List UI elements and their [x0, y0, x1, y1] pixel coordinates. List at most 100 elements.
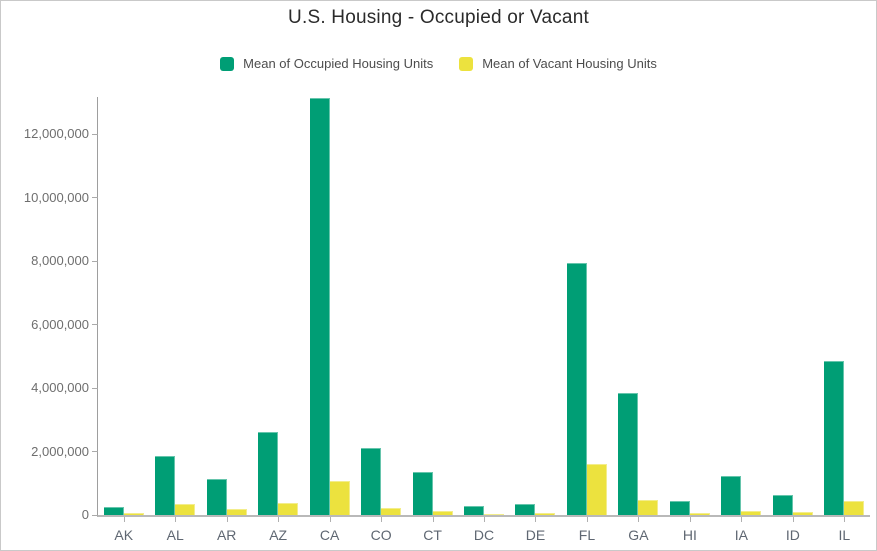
x-axis-label-FL: FL — [578, 527, 596, 543]
bar-occupied-CT[interactable] — [412, 472, 433, 515]
x-axis-label-ID: ID — [785, 527, 800, 543]
plot-area: AK AL AR AZ CA CO CT DC DE FL GA HI IA ID IL 0 2,000,00… — [24, 97, 870, 543]
bar-occupied-AK[interactable] — [103, 507, 124, 515]
y-axis-tick-mark — [92, 387, 98, 389]
y-axis-tick-label: 0 — [81, 507, 89, 522]
bar-vacant-GA[interactable] — [638, 500, 659, 515]
legend-item-occupied[interactable]: Mean of Occupied Housing Units — [220, 56, 433, 71]
bar-vacant-CO[interactable] — [381, 508, 402, 515]
category-group-FL: FL — [561, 97, 612, 543]
category-group-HI: HI — [664, 97, 715, 543]
x-axis-tick-mark — [329, 517, 331, 522]
x-axis-label-IA: IA — [734, 527, 748, 543]
bar-occupied-CA[interactable] — [309, 98, 330, 515]
chart-legend: Mean of Occupied Housing Units Mean of V… — [1, 56, 876, 71]
bar-vacant-CA[interactable] — [329, 481, 350, 515]
x-axis-label-DE: DE — [525, 527, 546, 543]
bar-occupied-ID[interactable] — [772, 495, 793, 515]
x-axis-label-IL: IL — [838, 527, 851, 543]
x-axis-label-AK: AK — [114, 527, 134, 543]
x-axis-tick-mark — [792, 517, 794, 522]
x-axis-tick-mark — [278, 517, 280, 522]
y-axis-tick-mark — [92, 133, 98, 135]
x-axis-tick-mark — [741, 517, 743, 522]
y-axis-tick-label: 6,000,000 — [31, 316, 89, 332]
x-axis-label-HI: HI — [682, 527, 697, 543]
x-axis-tick-mark — [638, 517, 640, 522]
category-group-CA: CA — [304, 97, 355, 543]
bar-occupied-DC[interactable] — [464, 506, 485, 515]
category-group-AZ: AZ — [252, 97, 303, 543]
x-axis-label-DC: DC — [473, 527, 495, 543]
y-axis-tick-mark — [92, 197, 98, 199]
x-axis-label-AR: AR — [216, 527, 237, 543]
category-group-CO: CO — [355, 97, 406, 543]
x-axis-label-CA: CA — [319, 527, 340, 543]
bar-occupied-AL[interactable] — [155, 456, 176, 515]
x-axis-tick-mark — [226, 517, 228, 522]
y-axis-tick-label: 2,000,000 — [31, 443, 89, 459]
x-axis-label-GA: GA — [628, 527, 649, 543]
x-axis-tick-mark — [381, 517, 383, 522]
bar-vacant-HI[interactable] — [689, 513, 710, 515]
category-group-GA: GA — [613, 97, 664, 543]
x-axis-tick-mark — [535, 517, 537, 522]
chart-title: U.S. Housing - Occupied or Vacant — [288, 7, 589, 28]
x-axis-label-CT: CT — [423, 527, 442, 543]
category-group-DE: DE — [510, 97, 561, 543]
bar-vacant-FL[interactable] — [586, 464, 607, 515]
x-axis-label-AZ: AZ — [269, 527, 288, 543]
bar-occupied-FL[interactable] — [566, 263, 587, 515]
y-axis-tick-label: 10,000,000 — [23, 189, 89, 205]
bar-occupied-IA[interactable] — [721, 476, 742, 515]
y-axis-tick-label: 4,000,000 — [31, 380, 89, 396]
category-group-CT: CT — [407, 97, 458, 543]
x-axis-label-CO: CO — [370, 527, 392, 543]
category-group-AL: AL — [149, 97, 200, 543]
category-group-AK: AK — [98, 97, 149, 543]
y-axis-tick-mark — [92, 260, 98, 262]
category-group-ID: ID — [767, 97, 818, 543]
x-axis-label-AL: AL — [166, 527, 184, 543]
legend-label-occupied: Mean of Occupied Housing Units — [243, 56, 434, 71]
category-group-AR: AR — [201, 97, 252, 543]
bar-occupied-GA[interactable] — [618, 393, 639, 515]
legend-label-vacant: Mean of Vacant Housing Units — [482, 56, 657, 71]
y-axis-tick-mark — [92, 451, 98, 453]
category-group-DC: DC — [458, 97, 509, 543]
bar-occupied-AR[interactable] — [206, 479, 227, 515]
x-axis-tick-mark — [844, 517, 846, 522]
bar-occupied-DE[interactable] — [515, 504, 536, 515]
x-axis-tick-mark — [123, 517, 125, 522]
bar-vacant-ID[interactable] — [792, 512, 813, 515]
bar-vacant-IL[interactable] — [844, 501, 865, 515]
y-axis-tick-label: 12,000,000 — [23, 126, 89, 142]
x-axis-tick-mark — [689, 517, 691, 522]
bar-occupied-IL[interactable] — [824, 361, 845, 515]
legend-item-vacant[interactable]: Mean of Vacant Housing Units — [459, 56, 657, 71]
x-axis-tick-mark — [432, 517, 434, 522]
bar-vacant-AR[interactable] — [226, 509, 247, 515]
y-axis-tick-mark — [92, 324, 98, 326]
x-axis-tick-mark — [484, 517, 486, 522]
bar-vacant-CT[interactable] — [432, 511, 453, 515]
bar-vacant-DC[interactable] — [484, 514, 505, 515]
bar-occupied-AZ[interactable] — [258, 432, 279, 515]
bar-vacant-IA[interactable] — [741, 511, 762, 515]
bar-vacant-AZ[interactable] — [278, 503, 299, 515]
x-axis-tick-mark — [175, 517, 177, 522]
category-group-IA: IA — [716, 97, 767, 543]
x-axis-tick-mark — [586, 517, 588, 522]
bars-layer: AK AL AR AZ CA CO CT DC DE FL GA HI IA ID IL — [98, 97, 870, 543]
y-axis-tick-label: 8,000,000 — [31, 253, 89, 269]
category-group-IL: IL — [819, 97, 870, 543]
bar-occupied-HI[interactable] — [669, 501, 690, 515]
bar-vacant-AL[interactable] — [175, 504, 196, 515]
occupied-series-swatch-icon — [220, 56, 235, 71]
bar-occupied-CO[interactable] — [361, 448, 382, 515]
bar-vacant-DE[interactable] — [535, 513, 556, 515]
y-axis-tick-mark — [92, 514, 98, 516]
bar-vacant-AK[interactable] — [123, 513, 144, 515]
vacant-series-swatch-icon — [459, 56, 474, 71]
